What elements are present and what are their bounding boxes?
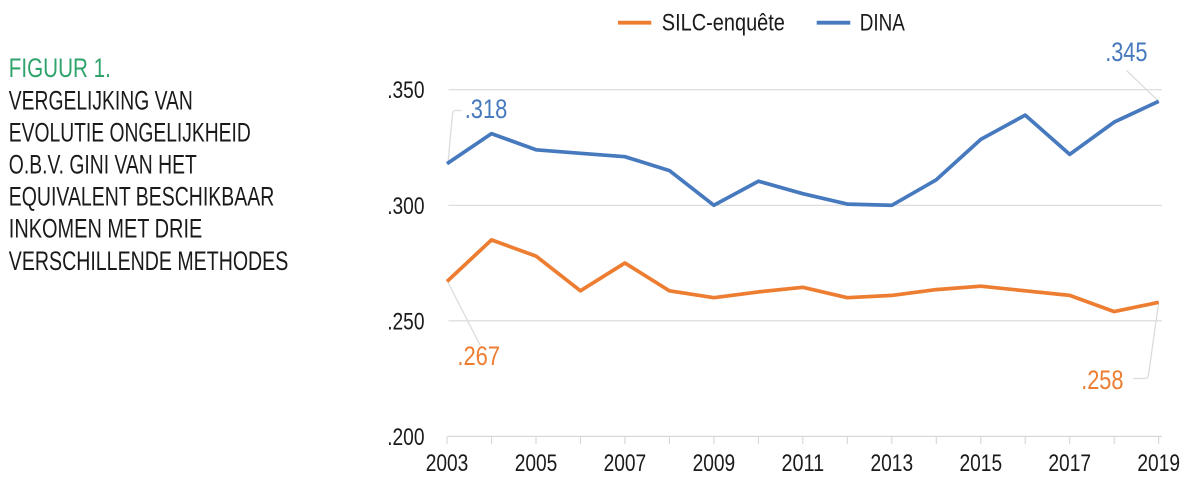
svg-text:2019: 2019 [1137, 450, 1180, 477]
svg-text:2003: 2003 [426, 450, 469, 477]
svg-text:SILC-enquête: SILC-enquête [662, 9, 785, 36]
svg-text:2011: 2011 [782, 450, 825, 477]
svg-text:2015: 2015 [960, 450, 1003, 477]
svg-text:EVOLUTIE ONGELIJKHEID: EVOLUTIE ONGELIJKHEID [9, 117, 251, 147]
svg-text:INKOMEN MET DRIE: INKOMEN MET DRIE [9, 214, 203, 244]
svg-text:2013: 2013 [871, 450, 914, 477]
svg-text:.267: .267 [457, 341, 500, 371]
svg-text:VERSCHILLENDE METHODES: VERSCHILLENDE METHODES [9, 246, 289, 276]
svg-text:.250: .250 [387, 308, 424, 335]
svg-text:2017: 2017 [1048, 450, 1091, 477]
svg-text:.318: .318 [465, 94, 508, 124]
svg-text:VERGELIJKING VAN: VERGELIJKING VAN [9, 85, 193, 115]
svg-text:.200: .200 [387, 424, 424, 451]
svg-text:.350: .350 [387, 77, 424, 104]
svg-text:2005: 2005 [515, 450, 558, 477]
svg-text:2009: 2009 [693, 450, 736, 477]
svg-text:O.B.V. GINI VAN HET: O.B.V. GINI VAN HET [9, 150, 197, 180]
svg-text:2007: 2007 [604, 450, 647, 477]
svg-text:FIGUUR 1.: FIGUUR 1. [9, 53, 111, 83]
svg-text:DINA: DINA [860, 9, 906, 36]
svg-text:EQUIVALENT BESCHIKBAAR: EQUIVALENT BESCHIKBAAR [9, 182, 275, 212]
svg-text:.345: .345 [1105, 37, 1147, 67]
svg-text:.300: .300 [387, 193, 424, 220]
svg-text:.258: .258 [1081, 365, 1123, 395]
